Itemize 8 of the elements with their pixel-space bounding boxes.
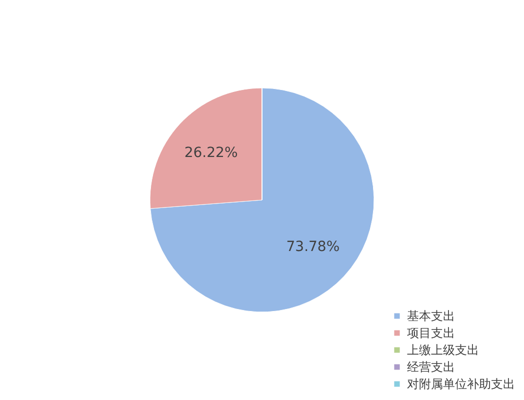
legend-label: 基本支出 xyxy=(407,309,455,323)
legend-label: 对附属单位补助支出 xyxy=(407,377,515,391)
pie-slice xyxy=(150,88,374,312)
data-label: 73.78% xyxy=(286,239,340,256)
legend-label: 项目支出 xyxy=(407,326,455,340)
legend-label: 上缴上级支出 xyxy=(407,343,479,357)
data-label: 26.22% xyxy=(184,144,238,161)
legend-label: 经营支出 xyxy=(407,360,455,374)
